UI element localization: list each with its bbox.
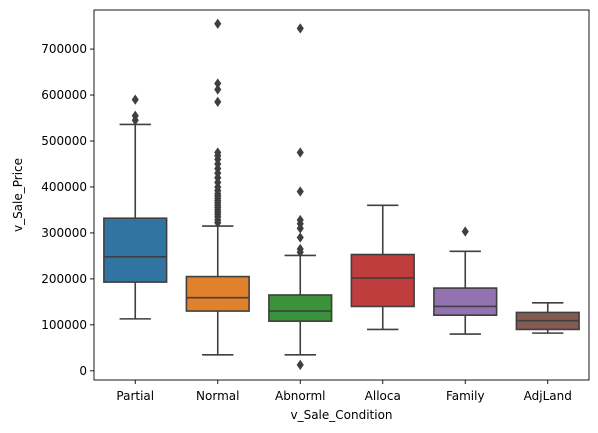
- x-tick-label: Abnorml: [275, 389, 326, 403]
- box-group-abnorml: [268, 23, 333, 371]
- outlier-point: [214, 96, 222, 108]
- iqr-box: [185, 275, 250, 312]
- outlier-point: [131, 94, 139, 105]
- x-tick-label: Family: [446, 389, 485, 403]
- x-tick-label: AdjLand: [524, 389, 572, 403]
- box-group-family: [433, 226, 498, 335]
- outlier-point: [214, 147, 222, 158]
- outlier-point: [214, 78, 222, 89]
- y-tick-label: 600000: [41, 88, 87, 102]
- boxes-layer: [103, 18, 580, 371]
- y-axis-ticks: 0 100000 200000 300000 400000 500000 600000 700…: [41, 42, 94, 378]
- outlier-point: [296, 214, 304, 226]
- x-tick-label: Partial: [116, 389, 154, 403]
- y-tick-label: 200000: [41, 272, 87, 286]
- outlier-point: [296, 359, 304, 371]
- plot-area: [94, 10, 589, 380]
- outlier-point: [296, 23, 304, 34]
- outlier-point: [296, 147, 304, 158]
- iqr-box: [268, 294, 333, 322]
- iqr-box: [103, 217, 168, 283]
- iqr-box: [350, 253, 415, 308]
- y-tick-label: 300000: [41, 226, 87, 240]
- plot-frame: [93, 9, 590, 381]
- outlier-point: [214, 18, 222, 29]
- y-tick-label: 100000: [41, 318, 87, 332]
- y-tick-label: 700000: [41, 42, 87, 56]
- y-axis-label: v_Sale_Price: [11, 158, 25, 232]
- outlier-point: [461, 226, 469, 237]
- x-axis-ticks: Partial Normal Abnorml Alloca Family AdjLand: [116, 380, 572, 403]
- outlier-point: [296, 243, 304, 255]
- y-tick-label: 0: [79, 364, 87, 378]
- iqr-box: [433, 287, 498, 316]
- y-tick-label: 400000: [41, 180, 87, 194]
- box-group-adjland: [515, 301, 580, 334]
- y-tick-label: 500000: [41, 134, 87, 148]
- outlier-point: [131, 110, 139, 121]
- box-group-alloca: [350, 204, 415, 331]
- x-tick-label: Normal: [196, 389, 239, 403]
- x-axis-label: v_Sale_Condition: [290, 408, 392, 422]
- outlier-point: [296, 186, 304, 197]
- outlier-point: [296, 232, 304, 243]
- box-group-normal: [185, 18, 250, 356]
- box-group-partial: [103, 94, 168, 320]
- x-tick-label: Alloca: [365, 389, 401, 403]
- outlier-point: [214, 84, 222, 95]
